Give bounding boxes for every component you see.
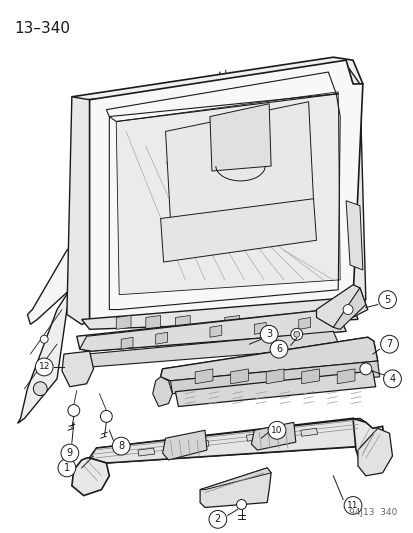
Polygon shape [195,369,212,384]
Polygon shape [342,60,365,304]
Polygon shape [138,448,154,456]
Polygon shape [17,245,74,423]
Circle shape [209,511,226,528]
Circle shape [383,370,400,387]
Circle shape [359,363,371,375]
Circle shape [293,332,299,337]
Polygon shape [352,418,385,470]
Polygon shape [80,310,345,351]
Polygon shape [160,337,377,381]
Polygon shape [345,201,362,270]
Polygon shape [116,316,131,329]
Polygon shape [298,318,310,329]
Circle shape [260,325,278,343]
Polygon shape [121,337,133,349]
Polygon shape [160,337,377,381]
Text: 2: 2 [214,514,221,524]
Polygon shape [160,199,316,262]
Polygon shape [209,325,221,337]
Polygon shape [263,316,278,329]
Polygon shape [175,316,190,329]
Polygon shape [224,316,239,329]
Polygon shape [72,458,109,496]
Text: 10: 10 [271,426,282,435]
Polygon shape [357,429,392,476]
Circle shape [342,304,352,314]
Polygon shape [175,371,375,407]
Polygon shape [301,369,319,384]
Polygon shape [300,429,317,436]
Polygon shape [27,245,76,325]
Circle shape [380,335,397,353]
Circle shape [33,382,47,395]
Text: 6: 6 [275,344,281,354]
Text: 3: 3 [266,329,272,340]
Polygon shape [337,369,354,384]
Polygon shape [332,288,365,329]
Text: 1: 1 [64,463,70,473]
Polygon shape [199,468,271,507]
Circle shape [112,437,130,455]
Polygon shape [86,332,339,367]
Polygon shape [192,440,209,448]
Text: 8: 8 [118,441,124,451]
Polygon shape [170,361,379,394]
Circle shape [268,422,285,439]
Polygon shape [293,316,308,329]
Polygon shape [230,369,248,384]
Circle shape [236,499,246,510]
Circle shape [100,410,112,422]
Text: 11: 11 [347,501,358,510]
Circle shape [270,340,287,358]
Polygon shape [254,322,266,334]
Polygon shape [72,57,362,100]
Circle shape [58,459,76,477]
Text: 13–340: 13–340 [14,21,71,36]
Polygon shape [89,60,362,325]
Polygon shape [116,92,339,295]
Circle shape [343,497,361,514]
Polygon shape [266,369,283,384]
Circle shape [290,328,302,340]
Circle shape [35,358,53,376]
Polygon shape [89,418,365,463]
Text: 5: 5 [384,295,390,305]
Polygon shape [111,74,224,114]
Polygon shape [155,332,167,344]
Polygon shape [199,468,271,490]
Text: 9: 9 [66,448,73,458]
Text: 4: 4 [389,374,394,384]
Text: 94J13  340: 94J13 340 [348,508,396,518]
Polygon shape [227,70,337,92]
Polygon shape [165,102,313,221]
Circle shape [61,444,78,462]
Polygon shape [81,297,357,329]
Polygon shape [62,351,93,387]
Polygon shape [162,430,206,460]
Polygon shape [209,104,271,171]
Circle shape [40,335,48,343]
Polygon shape [76,310,345,351]
Polygon shape [145,316,160,329]
Polygon shape [316,285,367,327]
Text: 12: 12 [38,362,50,372]
Circle shape [68,405,80,416]
Polygon shape [246,433,263,441]
Polygon shape [89,418,365,463]
Polygon shape [251,422,295,450]
Circle shape [378,290,396,309]
Text: 7: 7 [385,339,392,349]
Polygon shape [152,377,172,407]
Polygon shape [67,97,96,325]
